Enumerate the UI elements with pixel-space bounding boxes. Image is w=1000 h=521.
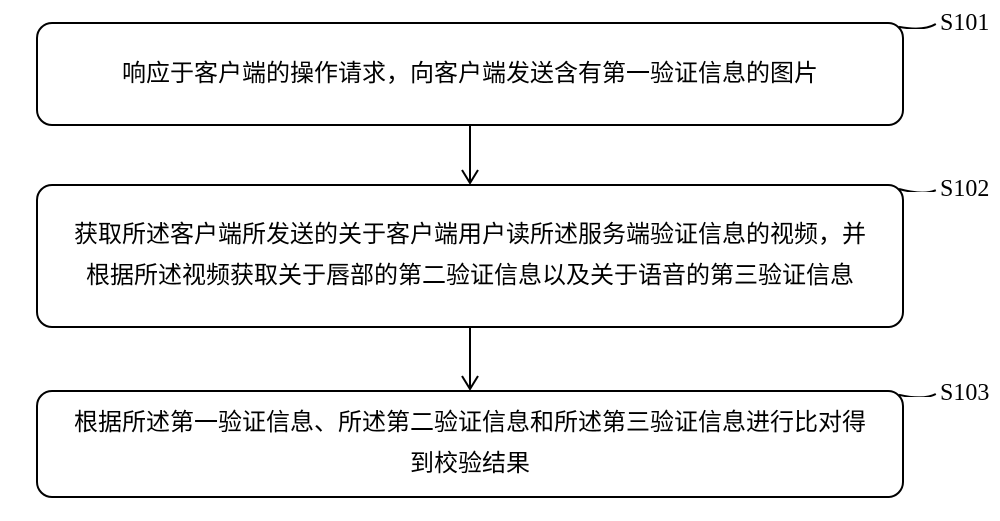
- flowchart-arrow-2-3: [456, 328, 484, 390]
- leader-line-s103: [897, 392, 938, 397]
- flowchart-canvas: 响应于客户端的操作请求，向客户端发送含有第一验证信息的图片 S101 获取所述客…: [0, 0, 1000, 521]
- leader-line-s102: [897, 187, 938, 192]
- step-label-s101: S101: [940, 10, 989, 37]
- flowchart-node-s102: 获取所述客户端所发送的关于客户端用户读所述服务端验证信息的视频，并根据所述视频获…: [36, 184, 904, 328]
- flowchart-arrow-1-2: [456, 126, 484, 184]
- node-text: 根据所述第一验证信息、所述第二验证信息和所述第三验证信息进行比对得到校验结果: [68, 403, 872, 485]
- step-label-s102: S102: [940, 176, 989, 203]
- leader-line-s101: [897, 22, 938, 29]
- step-label-s103: S103: [940, 380, 989, 407]
- node-text: 响应于客户端的操作请求，向客户端发送含有第一验证信息的图片: [68, 54, 872, 95]
- flowchart-node-s103: 根据所述第一验证信息、所述第二验证信息和所述第三验证信息进行比对得到校验结果: [36, 390, 904, 498]
- node-text: 获取所述客户端所发送的关于客户端用户读所述服务端验证信息的视频，并根据所述视频获…: [68, 215, 872, 297]
- flowchart-node-s101: 响应于客户端的操作请求，向客户端发送含有第一验证信息的图片: [36, 22, 904, 126]
